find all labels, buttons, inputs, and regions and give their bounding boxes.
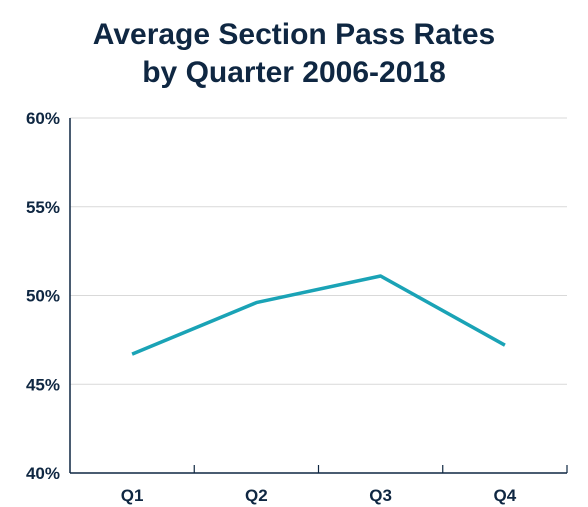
chart-title-line-2: by Quarter 2006-2018 — [142, 56, 446, 89]
x-tick-labels: Q1 Q2 Q3 Q4 — [121, 486, 517, 505]
series-lines — [131, 274, 506, 356]
y-tick-label: 50% — [26, 287, 60, 306]
x-tick-label: Q4 — [494, 486, 517, 505]
x-tick-label: Q2 — [245, 486, 268, 505]
axes — [69, 118, 568, 474]
x-tick-label: Q3 — [369, 486, 392, 505]
y-tick-label: 45% — [26, 375, 60, 394]
y-tick-label: 55% — [26, 198, 60, 217]
y-tick-label: 40% — [26, 464, 60, 483]
series-line — [131, 274, 506, 356]
chart-title-line-1: Average Section Pass Rates — [92, 18, 496, 51]
y-tick-label: 60% — [26, 109, 60, 128]
gridlines — [70, 117, 567, 385]
x-tick-label: Q1 — [121, 486, 144, 505]
y-tick-labels: 40% 45% 50% 55% 60% — [26, 109, 60, 483]
chart-title: Average Section Pass Rates by Quarter 20… — [0, 16, 588, 92]
